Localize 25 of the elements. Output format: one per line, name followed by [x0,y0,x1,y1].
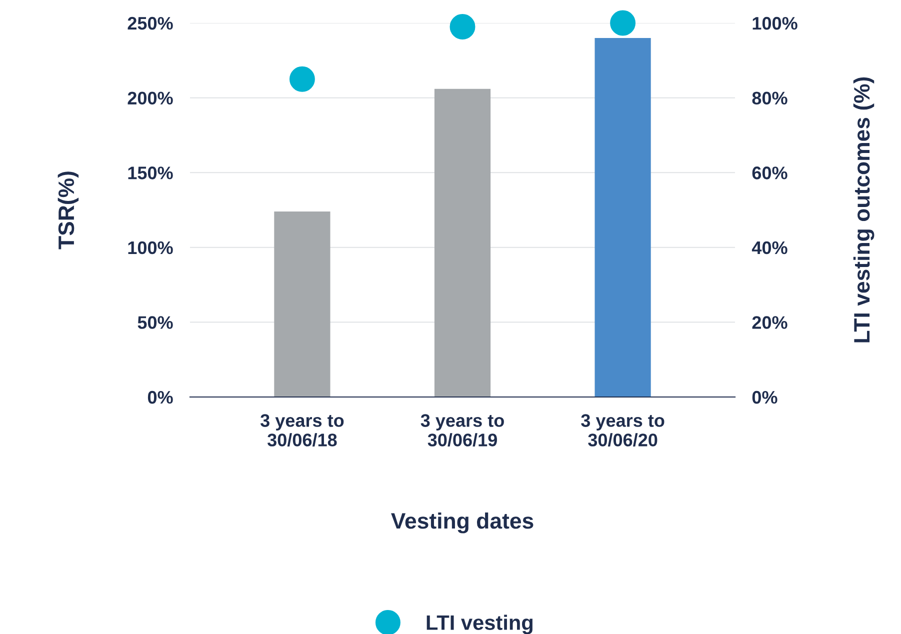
y-tick-label: 150% [128,166,173,180]
x-tick-label: 3 years to 30/06/20 [581,414,664,447]
y-tick-label: 50% [138,316,173,329]
y2-tick-label: 20% [752,316,788,329]
y-tick-label: 0% [148,390,173,404]
bar [274,211,330,397]
x-axis-title: Vesting dates [391,512,534,534]
y2-tick-label: 100% [752,16,798,30]
legend-label: LTI vesting [426,614,532,634]
x-tick-label: 3 years to 30/06/18 [260,414,344,447]
y2-tick-label: 40% [752,241,788,254]
y-tick-label: 100% [128,241,173,254]
y2-tick-label: 0% [752,390,778,404]
y-tick-label: 200% [128,92,173,105]
bar [434,88,491,397]
bar [594,38,651,397]
y-tick-label: 250% [128,16,173,30]
point [610,10,636,36]
y-axis-title: TSR(%) [58,172,79,250]
y2-axis-title: LTI vesting outcomes (%) [853,77,874,342]
x-tick-label: 3 years to 30/06/19 [420,414,504,447]
y2-tick-label: 60% [752,166,788,180]
point [289,66,315,92]
y2-tick-label: 80% [752,92,788,105]
point [450,14,476,40]
